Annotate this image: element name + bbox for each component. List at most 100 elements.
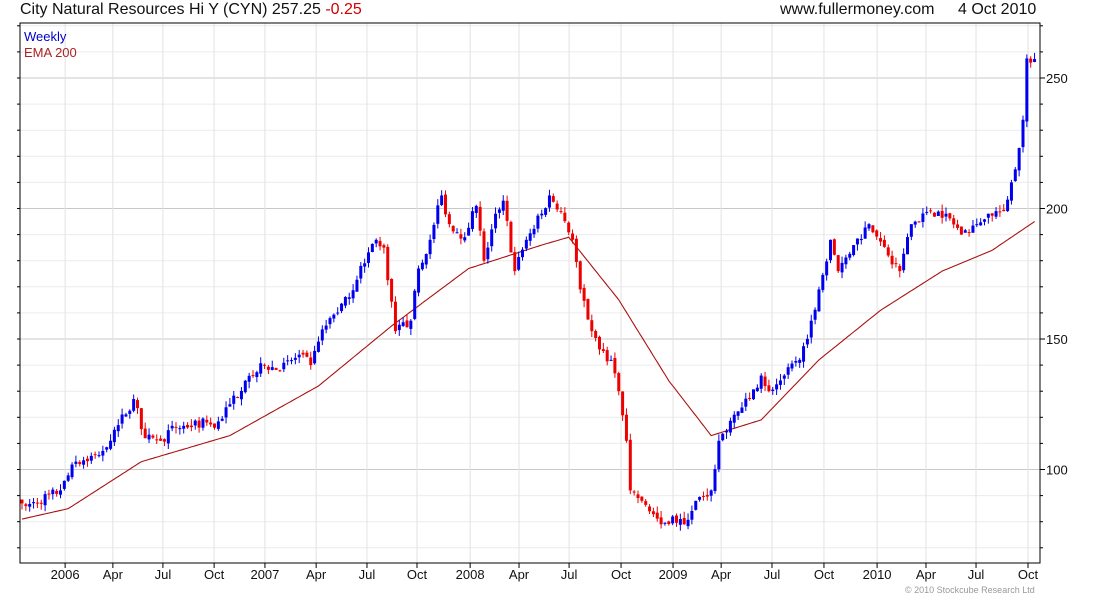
bar-body [998, 211, 1002, 213]
bar-body [393, 301, 397, 332]
bar-body [24, 504, 28, 507]
bar-body [43, 494, 47, 506]
bar-body [112, 429, 116, 443]
bar-body [659, 517, 663, 525]
bar-body [975, 224, 979, 226]
bar-body [189, 425, 193, 428]
bar-body [832, 239, 836, 255]
bar-body [979, 222, 983, 226]
bar-body [451, 225, 455, 232]
bar-body [239, 390, 243, 400]
bar-body [428, 239, 432, 255]
bar-body [105, 447, 109, 450]
bar-body [551, 196, 555, 202]
site-url[interactable]: www.fullermoney.com [780, 1, 935, 18]
x-tick-label: Jul [764, 567, 781, 582]
bar-body [644, 501, 648, 505]
bar-body [886, 247, 890, 256]
bar-body [197, 420, 201, 428]
bar-body [290, 360, 293, 362]
x-tick-label: 2007 [250, 567, 279, 582]
bar-body [505, 200, 509, 221]
bar-body [305, 352, 309, 357]
bar-body [1017, 147, 1021, 171]
bar-body [501, 200, 505, 211]
bar-body [932, 212, 936, 217]
bar-body [201, 418, 205, 428]
bar-body [47, 493, 51, 495]
bar-body [794, 360, 798, 363]
bar-body [598, 336, 601, 350]
bar-body [1021, 119, 1025, 148]
bar-body [1033, 59, 1037, 62]
bar-body [370, 243, 374, 252]
bar-body [694, 500, 698, 510]
bar-body [667, 521, 671, 525]
bar-body [748, 397, 752, 400]
bar-body [675, 515, 678, 523]
bar-body [528, 233, 532, 241]
legend-ema: EMA 200 [24, 45, 77, 60]
bar-body [382, 245, 386, 248]
bar-body [678, 519, 682, 525]
bar-body [651, 511, 655, 515]
bar-body [409, 320, 413, 329]
bar-body [909, 224, 913, 237]
bar-body [840, 262, 844, 273]
bar-body [952, 218, 956, 225]
bar-body [771, 389, 775, 392]
bar-body [101, 450, 105, 456]
bar-body [829, 239, 832, 261]
x-tick-label: Oct [407, 567, 428, 582]
bar-body [97, 455, 101, 457]
bar-body [613, 357, 617, 374]
bar-body [363, 263, 367, 267]
bar-body [532, 228, 536, 235]
title-text: City Natural Resources Hi Y (CYN) 257.25 [20, 1, 321, 18]
bar-body [698, 496, 702, 500]
bar-body [124, 414, 128, 417]
price-change: -0.25 [325, 1, 362, 18]
bar-body [544, 208, 548, 215]
x-tick-label: Jul [359, 567, 376, 582]
bar-body [825, 261, 829, 276]
bar-body [655, 512, 659, 519]
bar-body [994, 211, 998, 217]
bar-body [983, 219, 986, 222]
bar-body [894, 263, 898, 265]
bar-body [20, 499, 24, 504]
bar-body [713, 469, 717, 491]
bar-body [925, 211, 929, 213]
bar-body [701, 495, 705, 497]
bar-body [55, 490, 59, 494]
bar-body [143, 428, 147, 439]
bar-body [1009, 182, 1013, 201]
bar-body [524, 239, 528, 249]
bar-body [879, 238, 883, 242]
bar-body [863, 227, 867, 239]
x-tick-label: Jul [968, 567, 985, 582]
bar-body [855, 238, 859, 245]
bar-body [159, 438, 163, 441]
x-tick-label: Oct [1018, 567, 1039, 582]
bar-body [609, 359, 613, 361]
bar-body [78, 462, 82, 465]
bar-body [32, 502, 36, 504]
bar-body [378, 240, 382, 247]
bar-body [728, 420, 732, 433]
bar-body [424, 254, 428, 265]
bar-body [632, 491, 636, 493]
bar-body [755, 387, 759, 392]
bar-body [116, 425, 120, 432]
x-tick-label: Apr [509, 567, 530, 582]
bar-body [871, 225, 875, 233]
bar-body [316, 341, 320, 352]
bar-body [301, 352, 305, 355]
bar-body [648, 506, 652, 512]
bar-body [1013, 169, 1017, 182]
bar-body [162, 439, 166, 442]
bar-body [420, 262, 424, 270]
bar-body [482, 231, 486, 261]
bar-body [1002, 209, 1006, 212]
bar-body [340, 303, 344, 312]
